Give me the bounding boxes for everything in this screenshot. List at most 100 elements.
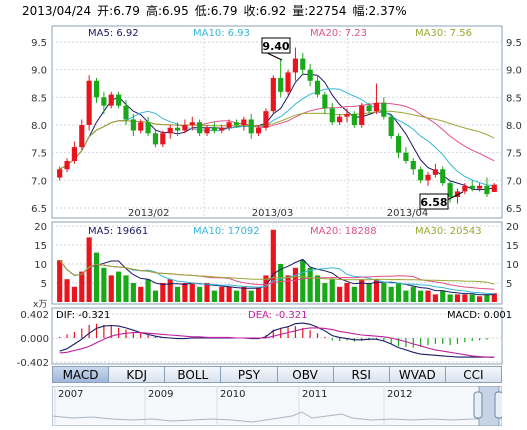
volume-bar: [300, 260, 306, 302]
candle-body: [337, 116, 343, 123]
volume-bar: [226, 286, 232, 302]
volume-bar: [454, 294, 461, 302]
tab-cci[interactable]: CCI: [445, 366, 502, 383]
candle-body: [233, 122, 240, 125]
volume-bar: [93, 252, 100, 302]
tab-psy[interactable]: PSY: [221, 366, 278, 383]
volume-bar: [108, 275, 114, 302]
volume-bar: [71, 286, 77, 302]
volume-tick-left: 15: [34, 241, 47, 252]
volume-bar: [432, 294, 438, 302]
price-tick-left: 6.5: [31, 204, 47, 215]
navigator-right-handle[interactable]: [494, 391, 502, 419]
max-price-label: 9.40: [262, 40, 289, 53]
volume-tick-left: 5: [41, 279, 47, 290]
macd-axis: 0.402 0.000 -0.402: [17, 310, 49, 369]
volume-bar: [130, 283, 136, 302]
volume-bar: [351, 286, 357, 302]
vol-ma10-legend: MA10: 17092: [193, 226, 260, 237]
candle-body: [381, 102, 387, 117]
high-label: 高:: [145, 4, 162, 18]
volume-ma30-line: [59, 259, 495, 285]
candle-body: [226, 122, 232, 128]
volume-bar: [86, 237, 92, 302]
volume-bar: [278, 264, 284, 302]
volume-bar: [123, 275, 129, 302]
tab-boll[interactable]: BOLL: [165, 366, 222, 383]
ma10-legend: MA10: 6.93: [193, 28, 250, 39]
navigator-left-handle[interactable]: [473, 391, 483, 419]
tab-macd[interactable]: MACD: [52, 366, 110, 383]
dea-line: [59, 327, 495, 358]
max-price-callout: 9.40: [261, 37, 291, 61]
navigator-year-label: 2010: [220, 389, 245, 400]
dea-legend: DEA: -0.321: [248, 310, 307, 321]
range-navigator[interactable]: 2007 2009 2010 2011 2012: [52, 386, 502, 426]
volume-bar: [477, 296, 483, 302]
candle-body: [108, 94, 114, 106]
volume-label: 量:: [292, 4, 309, 18]
change-label: 幅:: [352, 4, 369, 18]
tab-rsi[interactable]: RSI: [333, 366, 390, 383]
macd-lines: [59, 322, 495, 358]
price-axis: 9.5 9.5 9.0 9.0 8.5 8.5 8.0 8.0 7.5 7.5 7.0 7.0 6.5 6…: [31, 38, 522, 215]
candle-body: [57, 169, 63, 178]
volume-tick-left: 10: [34, 260, 47, 271]
min-price-callout: 6.58: [419, 191, 464, 210]
price-tick-right: 7.0: [506, 176, 522, 187]
candle-body: [447, 183, 453, 197]
volume-tick-left: 20: [34, 222, 47, 233]
candle-body: [270, 77, 276, 112]
candle-body: [71, 147, 77, 161]
candle-body: [145, 122, 151, 134]
ma5-legend: MA5: 6.92: [88, 28, 139, 39]
volume-bar: [167, 279, 173, 302]
tab-obv[interactable]: OBV: [277, 366, 334, 383]
price-tick-right: 8.0: [506, 121, 522, 132]
volume-bar: [462, 294, 468, 302]
tab-kdj[interactable]: KDJ: [109, 366, 166, 383]
candle-body: [292, 58, 298, 73]
price-x-labels: 2013/02 2013/03 2013/04: [128, 208, 428, 219]
candle-body: [454, 191, 461, 197]
ma30-legend: MA30: 7.56: [415, 28, 472, 39]
navigator-year-label: 2007: [58, 389, 83, 400]
candle-body: [322, 94, 328, 109]
min-price-label: 6.58: [420, 196, 447, 209]
volume-bar: [145, 279, 151, 302]
volume-tick-right: 10: [506, 260, 519, 271]
ma20-legend: MA20: 7.23: [310, 28, 367, 39]
candle-body: [152, 133, 159, 145]
volume-bar: [418, 290, 424, 302]
candle-body: [182, 125, 188, 131]
price-tick-right: 8.5: [506, 93, 522, 104]
quote-header: 2013/04/24 开:6.79 高:6.95 低:6.79 收:6.92 量:2275…: [22, 2, 413, 19]
price-tick-left: 7.5: [31, 149, 47, 160]
volume-bar: [425, 290, 431, 302]
volume-bar: [285, 275, 291, 302]
volume-axis: 20 20 15 15 10 10 5 5: [34, 222, 518, 290]
candle-body: [373, 102, 380, 112]
price-tick-left: 9.5: [31, 38, 47, 49]
volume-tick-right: 20: [506, 222, 519, 233]
volume-bar: [410, 286, 416, 302]
candle-body: [64, 160, 70, 170]
price-tick-left: 8.5: [31, 93, 47, 104]
candle-body: [256, 127, 262, 134]
vol-ma30-legend: MA30: 20543: [415, 226, 482, 237]
volume-tick-right: 5: [506, 279, 512, 290]
tab-wvad[interactable]: WVAD: [389, 366, 446, 383]
volume-bar: [138, 286, 144, 302]
candle-body: [204, 127, 210, 134]
candle-body: [248, 119, 254, 134]
price-candles: [57, 47, 497, 204]
vol-ma20-legend: MA20: 18288: [310, 226, 377, 237]
candle-body: [432, 169, 438, 175]
candle-body: [484, 185, 490, 195]
candle-body: [366, 105, 372, 112]
dif-line: [59, 322, 495, 358]
candle-body: [462, 185, 468, 192]
candle-body: [285, 72, 291, 92]
volume-bar: [152, 290, 159, 302]
